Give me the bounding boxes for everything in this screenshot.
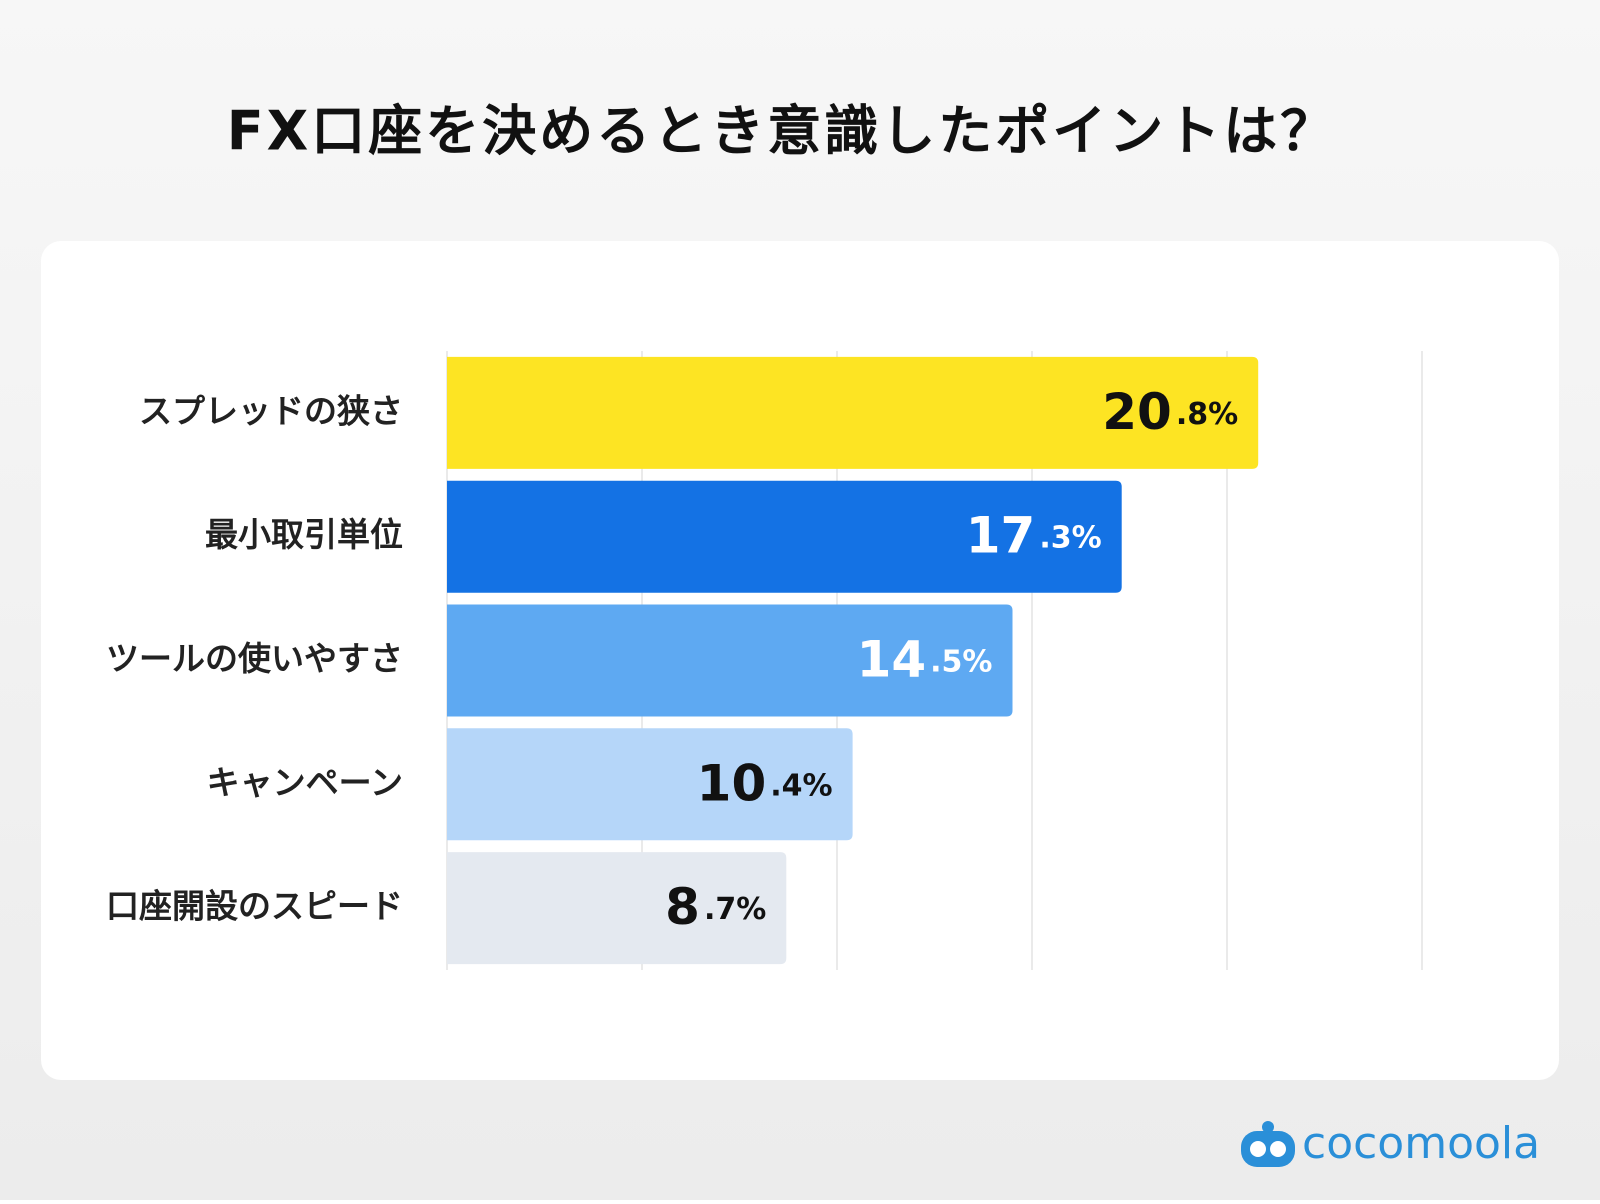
value-label: 17.3% bbox=[966, 506, 1102, 564]
logo-top bbox=[1262, 1121, 1274, 1133]
category-label: キャンペーン bbox=[207, 763, 403, 802]
logo-eye bbox=[1250, 1141, 1266, 1157]
bar bbox=[447, 728, 853, 841]
logo-eye bbox=[1270, 1141, 1286, 1157]
bar bbox=[447, 852, 787, 965]
value-label: 10.4% bbox=[697, 754, 833, 812]
brand-name: cocomoola bbox=[1302, 1118, 1540, 1169]
value-label: 20.8% bbox=[1102, 382, 1238, 440]
bar bbox=[447, 604, 1013, 717]
bar bbox=[447, 356, 1259, 469]
category-label: 口座開設のスピード bbox=[106, 887, 403, 926]
plot-area: スプレッドの狭さ 20.8% 最小取引単位 17.3% ツールの使いやすさ 14.5% キャ… bbox=[106, 351, 1423, 970]
category-label: ツールの使いやすさ bbox=[106, 639, 403, 678]
value-label: 8.7% bbox=[665, 878, 766, 936]
category-label: スプレッドの狭さ bbox=[139, 391, 403, 430]
chart-title: FX口座を決めるとき意識したポイントは？ bbox=[227, 100, 1338, 163]
logo-icon bbox=[1241, 1131, 1295, 1167]
bar bbox=[447, 480, 1122, 593]
category-label: 最小取引単位 bbox=[205, 515, 403, 554]
value-label: 14.5% bbox=[857, 630, 993, 688]
brand-logo: cocomoola bbox=[1241, 1118, 1540, 1169]
